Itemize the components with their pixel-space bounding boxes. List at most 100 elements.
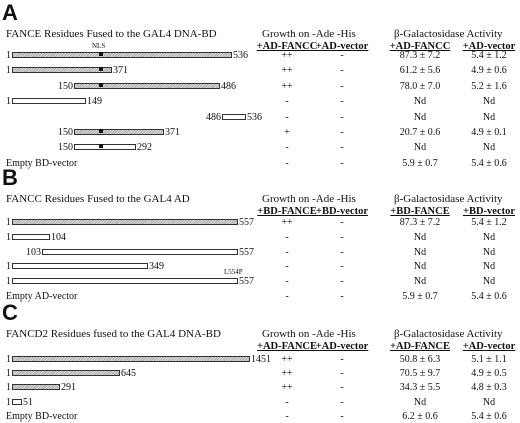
beta-gal-cell: 5.9 ± 0.7: [402, 157, 438, 169]
panel-c: C FANCD2 Residues fused to the GAL4 DNA-B…: [0, 300, 520, 423]
residue-end: 536: [247, 111, 262, 123]
residue-start: 150: [58, 80, 73, 92]
panel-title: FANCE Residues Fused to the GAL4 DNA-BD: [6, 28, 217, 40]
nls-marker: [99, 52, 103, 56]
construct-bar: [222, 113, 246, 120]
construct-row: 1 L554P 557 - - Nd Nd: [0, 268, 520, 288]
construct-bar: [12, 356, 250, 362]
residue-end: 557: [239, 276, 254, 288]
construct-row: 1 557 ++ - 87.3 ± 7.2 5.4 ± 1.2: [0, 217, 520, 229]
residue-start: 1: [6, 276, 11, 288]
beta-gal-cell: 87.3 ± 7.2: [399, 50, 441, 61]
construct-row: Empty BD-vector - - 6.2 ± 0.6 5.4 ± 0.6: [0, 411, 520, 423]
construct-row: 1 104 - - Nd Nd: [0, 232, 520, 244]
nls-marker: [99, 144, 103, 149]
residue-end: 536: [233, 50, 248, 61]
construct-row: 1 1451 ++ - 50.8 ± 6.3 5.1 ± 1.1: [0, 354, 520, 366]
construct-label: Empty BD-vector: [6, 157, 78, 169]
residue-end: 371: [165, 127, 180, 138]
residue-start: 1: [6, 382, 11, 394]
beta-gal-cell: 5.4 ± 0.6: [471, 157, 507, 169]
beta-gal-cell: 5.1 ± 1.1: [471, 354, 507, 365]
beta-gal-cell: 5.4 ± 0.6: [471, 410, 507, 422]
growth-cell: -: [340, 354, 344, 365]
beta-gal-cell: 61.2 ± 5.6: [399, 65, 441, 77]
growth-cell: ++: [281, 50, 293, 61]
panel-title: FANCC Residues Fused to the GAL4 AD: [6, 193, 190, 205]
beta-gal-cell: 4.9 ± 0.6: [471, 65, 507, 77]
growth-cell: -: [285, 291, 289, 302]
column-header: +AD-FANCE: [256, 341, 318, 352]
beta-gal-cell: Nd: [482, 396, 496, 408]
residue-end: 349: [149, 261, 164, 273]
growth-cell: -: [340, 80, 344, 92]
growth-cell: -: [340, 96, 344, 108]
residue-start: 1: [6, 354, 11, 365]
residue-end: 645: [121, 368, 136, 380]
growth-cell: ++: [281, 382, 293, 394]
growth-cell: -: [285, 96, 289, 108]
growth-cell: -: [285, 246, 289, 258]
growth-cell: -: [340, 396, 344, 408]
residue-start: 1: [6, 261, 11, 273]
construct-row: 1 645 ++ - 70.5 ± 9.7 4.9 ± 0.5: [0, 368, 520, 380]
construct-row: 1 NLS 536 ++ - 87.3 ± 7.2 5.4 ± 1.2: [0, 42, 520, 62]
residue-start: 1: [6, 217, 11, 228]
beta-gal-cell: 4.9 ± 0.1: [471, 127, 507, 138]
column-header: +BD-FANCE: [390, 206, 450, 217]
beta-gal-cell: Nd: [482, 276, 496, 288]
residue-end: 291: [61, 382, 76, 394]
construct-row: 1 371 ++ - 61.2 ± 5.6 4.9 ± 0.6: [0, 65, 520, 77]
panel-label: B: [2, 165, 18, 190]
construct-row: 1 51 - - Nd Nd: [0, 397, 520, 409]
residue-end: 1451: [251, 354, 271, 365]
construct-row: Empty AD-vector - - 5.9 ± 0.7 5.4 ± 0.6: [0, 291, 520, 303]
beta-gal-cell: Nd: [413, 396, 427, 408]
construct-row: 103 557 - - Nd Nd: [0, 247, 520, 259]
construct-label: Empty BD-vector: [6, 410, 78, 422]
nls-marker: [99, 67, 103, 72]
growth-cell: -: [285, 261, 289, 273]
residue-end: 104: [51, 231, 66, 243]
beta-gal-cell: 5.9 ± 0.7: [402, 291, 438, 302]
construct-row: 486 536 - - Nd Nd: [0, 112, 520, 124]
beta-gal-cell: 20.7 ± 0.6: [399, 127, 441, 138]
nls-marker: [99, 129, 103, 133]
growth-header: Growth on -Ade -His: [262, 328, 356, 340]
construct-bar: [74, 144, 136, 151]
panel-b: B FANCC Residues Fused to the GAL4 AD Grow…: [0, 165, 520, 303]
growth-cell: -: [285, 276, 289, 288]
construct-label: Empty AD-vector: [6, 291, 78, 302]
construct-bar: [12, 98, 86, 105]
beta-gal-cell: Nd: [482, 246, 496, 258]
column-header: +AD-vector: [315, 341, 369, 352]
construct-row: Empty BD-vector - - 5.9 ± 0.7 5.4 ± 0.6: [0, 158, 520, 170]
beta-gal-cell: 5.4 ± 0.6: [471, 291, 507, 302]
growth-cell: -: [340, 368, 344, 380]
growth-cell: -: [285, 142, 289, 154]
construct-row: 1 291 ++ - 34.3 ± 5.5 4.8 ± 0.3: [0, 382, 520, 394]
growth-header: Growth on -Ade -His: [262, 193, 356, 205]
panel-label: A: [2, 0, 18, 25]
residue-end: 371: [113, 65, 128, 77]
beta-gal-cell: Nd: [413, 276, 427, 288]
residue-start: 150: [58, 127, 73, 138]
construct-bar: [12, 278, 238, 285]
beta-gal-cell: 5.4 ± 1.2: [471, 217, 507, 228]
growth-cell: -: [340, 246, 344, 258]
residue-start: 103: [26, 246, 41, 258]
construct-row: 150 371 + - 20.7 ± 0.6 4.9 ± 0.1: [0, 127, 520, 139]
growth-cell: ++: [281, 65, 293, 77]
panel-title: FANCD2 Residues fused to the GAL4 DNA-BD: [6, 328, 221, 340]
beta-gal-cell: Nd: [482, 261, 496, 273]
column-header: +AD-FANCC: [256, 41, 318, 52]
construct-bar: [74, 129, 164, 135]
construct-row: 1 149 - - Nd Nd: [0, 96, 520, 108]
construct-bar: [12, 370, 120, 377]
residue-start: 1: [6, 368, 11, 380]
construct-bar: [42, 248, 238, 255]
beta-gal-cell: Nd: [413, 111, 427, 123]
growth-cell: -: [340, 50, 344, 61]
residue-start: 1: [6, 96, 11, 108]
beta-gal-cell: Nd: [482, 96, 496, 108]
